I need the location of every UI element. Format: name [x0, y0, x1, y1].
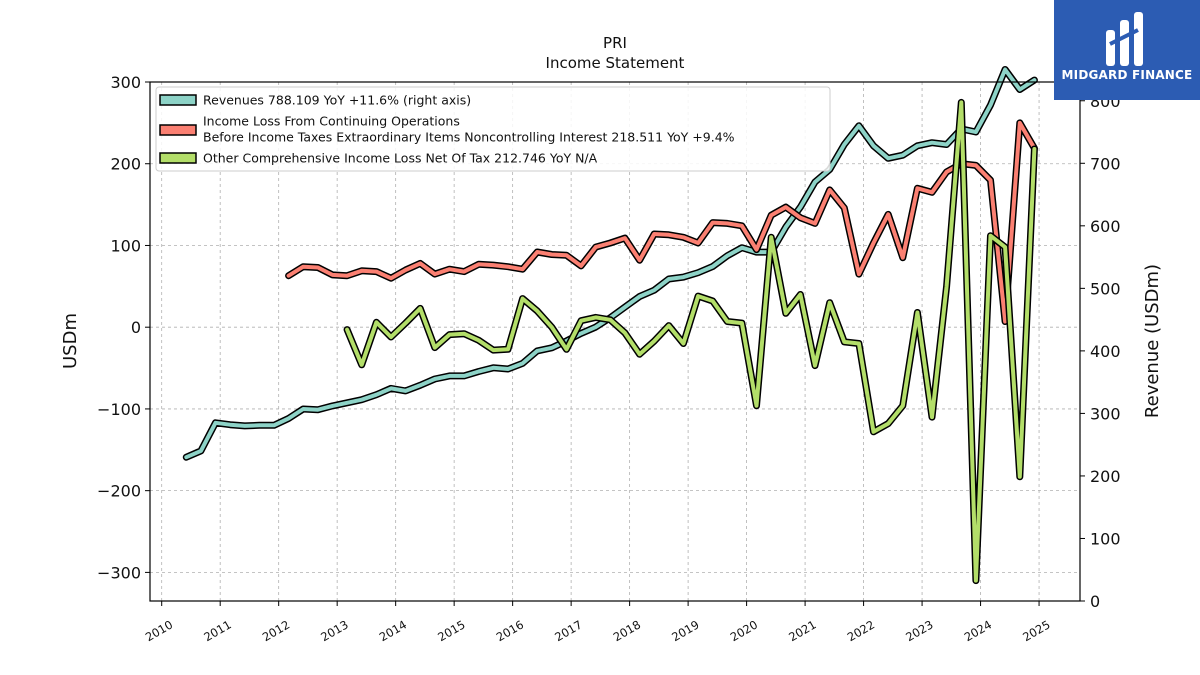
x-tick-label: 2010 [143, 617, 175, 644]
y-tick-label: −200 [97, 482, 141, 501]
x-tick-label: 2015 [435, 617, 467, 644]
x-tick-label: 2014 [377, 617, 409, 644]
chart-subtitle: Income Statement [546, 54, 685, 72]
y-axis-label: USDm [60, 313, 81, 369]
plot-frame [149, 81, 1081, 602]
x-tick-label: 2018 [611, 617, 643, 644]
y2-tick-label: 200 [1090, 467, 1121, 486]
y-tick-label: 0 [131, 318, 141, 337]
x-tick-label: 2011 [201, 617, 233, 644]
x-tick-label: 2012 [260, 617, 292, 644]
series-line-outline [343, 98, 1038, 585]
brand-name: MIDGARD FINANCE [1061, 68, 1193, 82]
x-tick-label: 2013 [318, 617, 350, 644]
x-tick-label: 2017 [552, 617, 584, 644]
x-tick-label: 2019 [669, 617, 701, 644]
legend-swatch-2 [159, 152, 197, 164]
brand-mark-icon [1106, 12, 1143, 66]
x-tick-label: 2024 [962, 617, 994, 644]
series-1-line [285, 119, 1038, 325]
legend-box [155, 86, 831, 172]
y-tick-label: 200 [110, 155, 141, 174]
legend-label-2: Other Comprehensive Income Loss Net Of T… [203, 151, 598, 166]
series-lines [182, 66, 1038, 585]
y-tick-label: −100 [97, 400, 141, 419]
legend-label-1: Before Income Taxes Extraordinary Items … [203, 130, 735, 145]
brand-logo: MIDGARD FINANCE [1054, 0, 1200, 100]
x-tick-label: 2020 [728, 617, 760, 644]
y2-tick-label: 600 [1090, 217, 1121, 236]
series-line-stroke [345, 100, 1037, 583]
legend-label-1: Income Loss From Continuing Operations [203, 114, 460, 129]
series-2-line [343, 98, 1038, 585]
x-tick-label: 2022 [845, 617, 877, 644]
legend-label-0: Revenues 788.109 YoY +11.6% (right axis) [203, 93, 471, 108]
y2-tick-label: 100 [1090, 529, 1121, 548]
y-tick-label: −300 [97, 563, 141, 582]
y2-tick-label: 700 [1090, 154, 1121, 173]
x-tick-label: 2025 [1020, 617, 1052, 644]
x-tick-label: 2023 [903, 617, 935, 644]
y-tick-label: 100 [110, 236, 141, 255]
legend-swatch-0 [159, 94, 197, 106]
y2-tick-label: 0 [1090, 592, 1100, 611]
legend-swatch-1 [159, 124, 197, 136]
y-tick-label: 300 [110, 73, 141, 92]
legend: Revenues 788.109 YoY +11.6% (right axis)… [155, 86, 831, 172]
y2-tick-label: 400 [1090, 342, 1121, 361]
y2-tick-label: 300 [1090, 404, 1121, 423]
x-tick-label: 2016 [494, 617, 526, 644]
series-line-stroke [286, 120, 1037, 324]
x-tick-label: 2021 [786, 617, 818, 644]
y2-tick-label: 500 [1090, 279, 1121, 298]
y2-axis-label: Revenue (USDm) [1142, 264, 1163, 418]
chart-title: PRI [603, 34, 627, 52]
